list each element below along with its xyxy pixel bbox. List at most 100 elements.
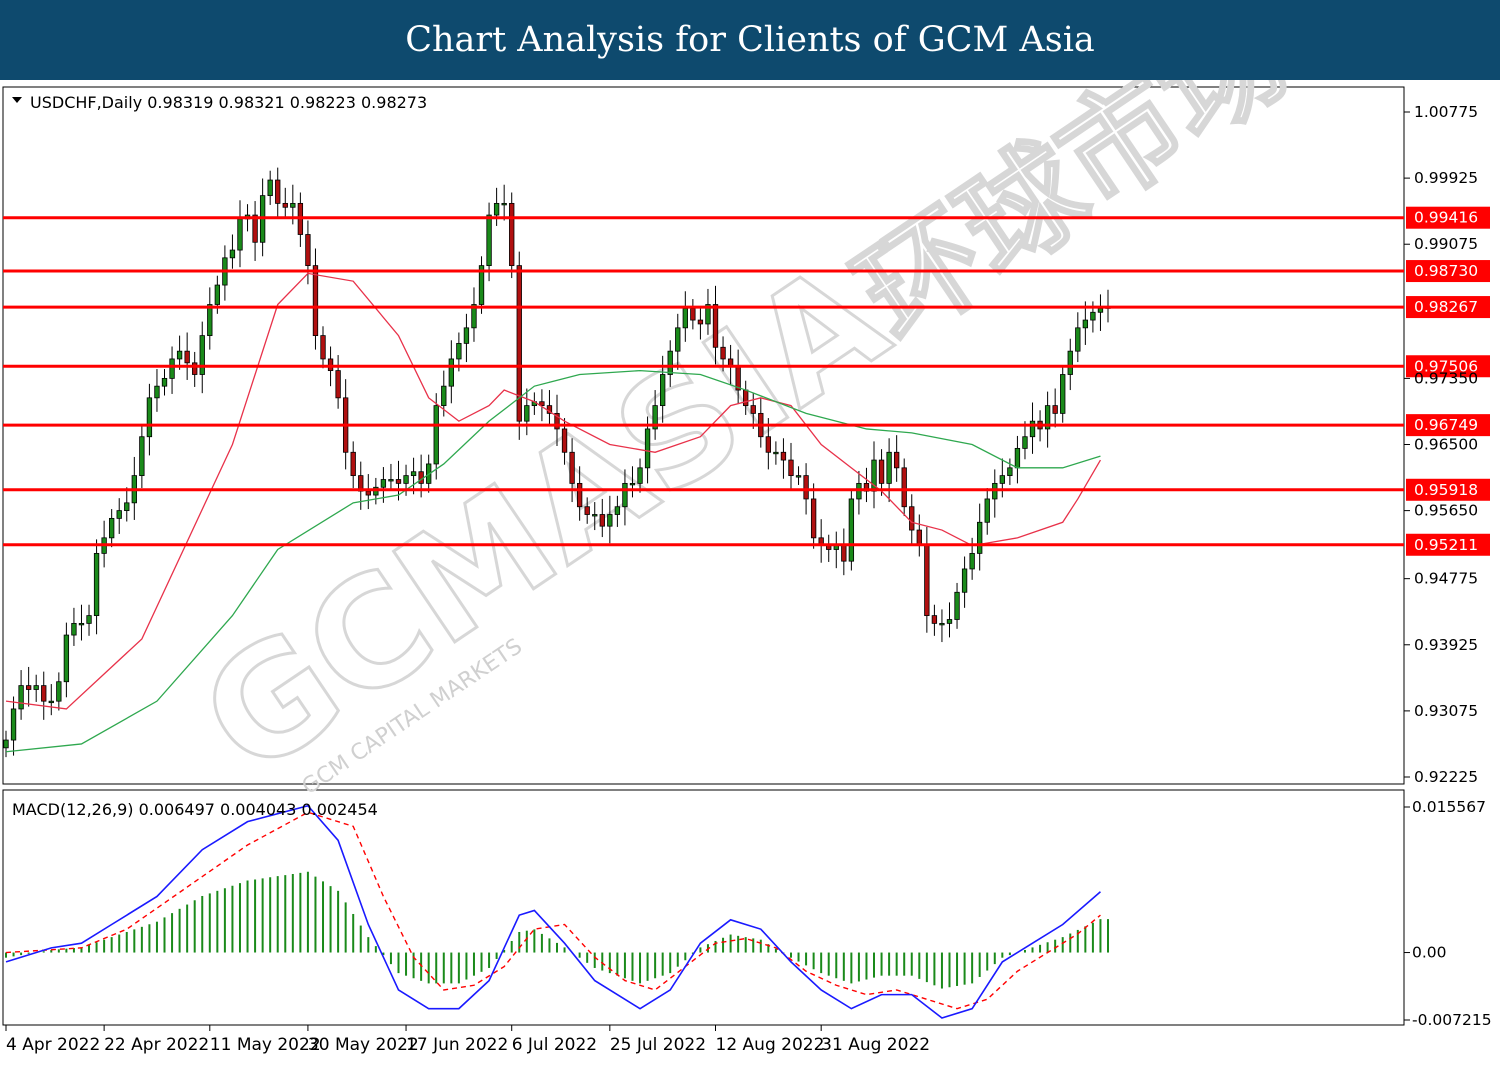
candle-body <box>788 459 794 477</box>
candle-body <box>697 319 704 325</box>
candle-body <box>803 475 809 500</box>
candle-body <box>93 552 100 617</box>
date-tick-label: 11 May 2022 <box>210 1035 321 1055</box>
macd-signal-line <box>5 811 1101 1010</box>
candle-body <box>139 436 145 477</box>
candle-body <box>410 471 417 477</box>
candle-body <box>924 545 930 617</box>
candle-body <box>795 475 802 478</box>
candle-body <box>1097 307 1104 313</box>
candle-body <box>109 517 115 539</box>
candle-body <box>1052 405 1058 414</box>
sr-level-label: 0.95211 <box>1414 536 1478 554</box>
price-tick-label: 0.94775 <box>1414 570 1478 588</box>
macd-tick-label: 0.00 <box>1412 944 1447 962</box>
candle-body <box>705 304 711 325</box>
sr-level-label: 0.99416 <box>1414 209 1478 227</box>
macd-panel <box>2 789 1405 1026</box>
candle-body <box>810 498 817 539</box>
candle-body <box>524 405 530 422</box>
candle-body <box>1007 467 1013 477</box>
candle-body <box>886 451 892 484</box>
candle-body <box>516 265 522 422</box>
candle-body <box>395 479 402 484</box>
candle-body <box>41 685 47 702</box>
price-axis: 1.00775 0.99925 0.99075 0.97350 0.96500 0.956… <box>1404 103 1478 786</box>
candle-body <box>33 685 39 690</box>
candle-body <box>267 179 273 197</box>
candle-body <box>71 622 77 636</box>
candle-body <box>176 350 183 360</box>
candle-body <box>878 459 885 484</box>
sr-level-badge <box>1406 478 1490 501</box>
sr-level-badge <box>1406 414 1490 437</box>
candle-body <box>954 591 960 620</box>
chart-header-title: Chart Analysis for Clients of GCM Asia <box>0 0 1500 80</box>
price-tick-label: 0.93925 <box>1414 636 1478 654</box>
moving-averages <box>5 272 1102 753</box>
candle-body <box>622 482 628 508</box>
candle-body <box>682 307 688 329</box>
candle-body <box>86 615 92 624</box>
candle-body <box>509 202 515 267</box>
sr-level-label: 0.98730 <box>1414 262 1478 280</box>
candle-body <box>305 234 311 267</box>
sr-level-label: 0.95918 <box>1414 481 1478 499</box>
candle-body <box>977 521 983 554</box>
candle-body <box>569 451 575 484</box>
candle-body <box>25 685 32 690</box>
candle-body <box>773 451 779 455</box>
candle-body <box>1014 447 1021 469</box>
candle-body <box>493 202 500 216</box>
date-tick-label: 6 Jul 2022 <box>512 1035 597 1055</box>
candle-body <box>984 498 990 523</box>
candle-body <box>78 622 85 626</box>
candle-body <box>1060 374 1066 414</box>
candle-body <box>116 510 122 519</box>
candle-body <box>946 619 953 624</box>
price-tick-label: 0.97350 <box>1414 369 1478 387</box>
candle-body <box>961 568 968 593</box>
dropdown-icon[interactable] <box>12 97 22 103</box>
macd-line <box>5 804 1101 1019</box>
candle-body <box>471 304 477 329</box>
price-tick-label: 1.00775 <box>1414 103 1478 121</box>
date-tick-label: 12 Aug 2022 <box>716 1035 825 1055</box>
date-tick-label: 25 Jul 2022 <box>610 1035 706 1055</box>
candle-body <box>1067 350 1073 375</box>
candle-body <box>350 451 356 477</box>
candle-body <box>403 475 409 484</box>
candle-body <box>486 214 492 267</box>
macd-plot: 0.015567 0.00 -0.007215 <box>5 798 1492 1029</box>
candle-body <box>207 304 213 337</box>
candle-body <box>48 700 54 704</box>
candle-body <box>388 479 394 482</box>
date-tick-label: 30 May 2022 <box>308 1035 419 1055</box>
candle-body <box>154 385 160 399</box>
candle-body <box>312 265 319 337</box>
candle-body <box>652 405 658 430</box>
price-chart: GCMASIA 环球市场 GCM CAPITAL MARKETS 0.99416… <box>2 80 1492 1055</box>
candle-body <box>1022 436 1028 449</box>
candle-body <box>124 502 130 512</box>
price-tick-label: 0.93075 <box>1414 702 1478 720</box>
candle-body <box>660 374 666 407</box>
candle-body <box>282 202 288 208</box>
candle-body <box>644 428 651 469</box>
candle-body <box>561 428 568 453</box>
candle-body <box>1075 327 1081 352</box>
candle-body <box>690 307 696 321</box>
sr-level-label: 0.97506 <box>1414 357 1478 375</box>
candle-body <box>539 401 545 407</box>
candle-body <box>478 265 485 305</box>
ma-fast-line <box>5 272 1102 710</box>
candle-body <box>909 506 915 531</box>
candle-body <box>780 451 787 461</box>
candle-body <box>893 451 900 469</box>
candle-body <box>939 622 945 626</box>
candle-body <box>146 397 153 438</box>
candle-body <box>380 479 387 488</box>
macd-tick-label: -0.007215 <box>1412 1011 1492 1029</box>
candle-body <box>554 412 560 430</box>
